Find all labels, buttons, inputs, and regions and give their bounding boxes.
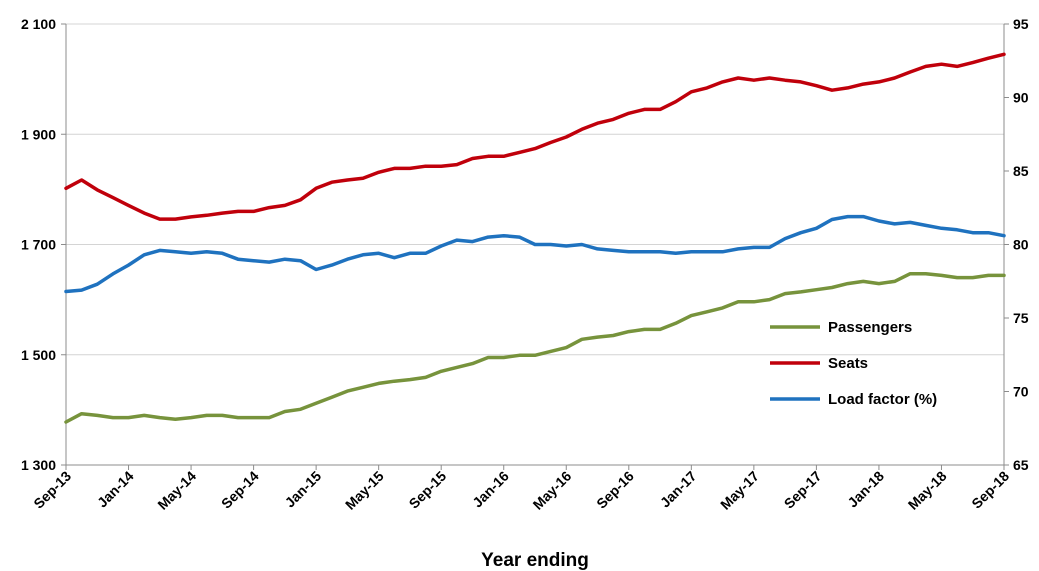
left-axis-ticks: 1 300 1 500 1 700 1 900 2 100	[21, 16, 66, 473]
right-tick-label: 90	[1013, 90, 1029, 106]
x-tick-label: May-15	[342, 468, 387, 513]
x-tick-label: May-17	[717, 468, 762, 513]
x-tick-label: Jan-16	[469, 468, 512, 511]
x-tick-label: Jan-14	[94, 468, 137, 511]
series-lines	[64, 52, 1006, 424]
x-tick-label: Sep-14	[218, 468, 262, 512]
x-tick-label: May-14	[154, 468, 199, 513]
x-tick-label: Sep-13	[30, 468, 74, 512]
right-axis-ticks: 65 70 75 80 85 90 95	[1004, 16, 1029, 473]
series-line-load-factor	[64, 214, 1006, 294]
x-tick-label: Jan-15	[282, 468, 325, 511]
left-tick-label: 1 700	[21, 237, 56, 253]
x-tick-label: Sep-15	[406, 468, 450, 512]
x-tick-label: May-16	[530, 468, 575, 513]
right-tick-label: 85	[1013, 163, 1029, 179]
x-tick-label: Sep-16	[593, 468, 637, 512]
x-tick-label: Jan-18	[844, 468, 887, 511]
left-tick-label: 1 500	[21, 347, 56, 363]
left-tick-label: 2 100	[21, 16, 56, 32]
series-line-passengers	[64, 271, 1006, 424]
right-tick-label: 65	[1013, 457, 1029, 473]
left-tick-label: 1 300	[21, 457, 56, 473]
x-tick-label: Sep-18	[968, 468, 1012, 512]
left-tick-label: 1 900	[21, 126, 56, 142]
right-tick-label: 95	[1013, 16, 1029, 32]
x-tick-label: Sep-17	[781, 468, 825, 512]
series-line-seats	[64, 52, 1006, 221]
legend-label-load-factor: Load factor (%)	[828, 391, 937, 408]
x-tick-label: Jan-17	[657, 468, 700, 511]
x-axis-ticks: Sep-13 Jan-14 May-14 Sep-14 Jan-15 May-15 Sep-…	[30, 465, 1012, 513]
right-tick-label: 75	[1013, 310, 1029, 326]
x-axis-title: Year ending	[481, 550, 589, 571]
x-tick-label: May-18	[905, 468, 950, 513]
right-tick-label: 70	[1013, 384, 1029, 400]
legend-label-seats: Seats	[828, 355, 868, 372]
legend-label-passengers: Passengers	[828, 319, 912, 336]
gridlines	[66, 23, 1004, 356]
legend: Passengers Seats Load factor (%)	[770, 319, 937, 408]
right-tick-label: 80	[1013, 237, 1029, 253]
